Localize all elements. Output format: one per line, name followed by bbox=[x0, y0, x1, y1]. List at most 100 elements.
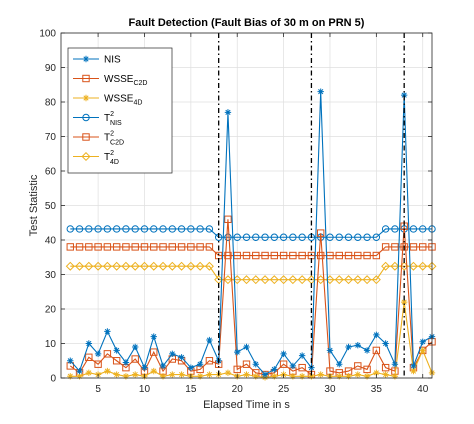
data-point bbox=[224, 215, 232, 224]
data-point bbox=[140, 243, 149, 251]
data-point bbox=[103, 225, 112, 233]
data-point bbox=[167, 261, 177, 271]
data-point bbox=[94, 350, 102, 358]
legend-box bbox=[67, 47, 173, 174]
data-point bbox=[159, 243, 167, 251]
data-point bbox=[271, 366, 278, 373]
y-tick-label: 80 bbox=[45, 98, 57, 109]
data-point bbox=[150, 367, 157, 375]
data-point bbox=[419, 243, 427, 251]
data-point bbox=[408, 261, 418, 271]
data-point bbox=[326, 233, 334, 241]
data-point bbox=[298, 251, 306, 260]
data-point bbox=[419, 347, 426, 354]
data-point bbox=[196, 373, 204, 380]
data-point bbox=[243, 343, 250, 351]
data-point bbox=[75, 243, 84, 251]
series-line bbox=[70, 302, 433, 378]
data-point bbox=[177, 225, 186, 233]
x-axis-label: Elapsed Time in s bbox=[203, 399, 290, 411]
y-axis-label: Test Statistic bbox=[28, 174, 40, 236]
data-point bbox=[372, 251, 381, 260]
x-tick-label: 20 bbox=[232, 384, 244, 395]
data-point bbox=[196, 361, 204, 368]
data-point bbox=[178, 371, 185, 378]
data-point bbox=[372, 346, 381, 355]
data-point bbox=[354, 362, 362, 370]
data-point bbox=[139, 261, 149, 271]
data-point bbox=[381, 243, 390, 251]
y-tick-label: 10 bbox=[45, 339, 57, 350]
data-point bbox=[410, 362, 417, 370]
data-point bbox=[335, 233, 343, 241]
data-point bbox=[261, 371, 269, 378]
data-point bbox=[159, 225, 167, 233]
data-point bbox=[297, 275, 307, 285]
x-tick-label: 30 bbox=[324, 384, 336, 395]
x-tick-label: 25 bbox=[278, 384, 290, 395]
legend-label: T2 4D bbox=[104, 150, 119, 166]
data-point bbox=[288, 275, 298, 285]
data-point bbox=[334, 275, 344, 285]
y-tick-label: 70 bbox=[45, 132, 57, 143]
y-tick-label: 40 bbox=[45, 236, 57, 247]
data-point bbox=[67, 373, 74, 380]
series-line bbox=[70, 228, 432, 238]
data-point bbox=[104, 328, 111, 335]
data-point bbox=[122, 373, 130, 380]
data-point bbox=[150, 243, 158, 251]
data-point bbox=[112, 357, 121, 365]
data-point bbox=[289, 373, 297, 380]
data-point bbox=[76, 373, 83, 380]
data-point bbox=[158, 261, 168, 271]
data-point bbox=[289, 233, 297, 241]
data-point bbox=[372, 233, 381, 241]
data-point bbox=[298, 363, 306, 372]
series-line bbox=[69, 219, 433, 376]
data-point bbox=[289, 362, 297, 370]
data-point bbox=[270, 233, 279, 241]
data-point bbox=[224, 109, 232, 116]
data-point bbox=[344, 275, 354, 285]
data-point bbox=[371, 275, 381, 285]
y-tick-label: 30 bbox=[45, 270, 57, 281]
data-point bbox=[112, 261, 122, 271]
data-point bbox=[66, 243, 74, 251]
legend-entry: WSSEC2D bbox=[73, 74, 147, 87]
x-tick-label: 10 bbox=[139, 384, 151, 395]
data-point bbox=[279, 251, 288, 260]
data-point bbox=[85, 353, 93, 362]
data-point bbox=[187, 243, 195, 251]
legend-marker bbox=[82, 133, 90, 141]
data-point bbox=[196, 225, 204, 233]
data-point bbox=[243, 371, 250, 378]
data-point bbox=[298, 233, 306, 241]
legend-label: T2 NIS bbox=[104, 111, 122, 127]
data-point bbox=[252, 361, 259, 368]
data-point bbox=[336, 361, 343, 368]
data-point bbox=[186, 261, 196, 271]
legend-marker bbox=[81, 151, 91, 162]
data-point bbox=[85, 369, 93, 377]
data-point bbox=[381, 225, 390, 233]
data-point bbox=[391, 243, 399, 251]
axis-ticks: 5 10 15 20 25 30 35 40 0 10 20 30 40 50 60 70 80 90 100 bbox=[39, 29, 432, 395]
data-point bbox=[234, 348, 241, 356]
data-point bbox=[103, 350, 112, 358]
data-point bbox=[353, 275, 363, 285]
data-point bbox=[279, 275, 289, 285]
data-point bbox=[363, 365, 371, 374]
data-point bbox=[260, 275, 270, 285]
data-point bbox=[344, 233, 353, 241]
data-point bbox=[132, 371, 139, 378]
data-point bbox=[130, 261, 140, 271]
data-point bbox=[363, 233, 371, 241]
data-point bbox=[187, 364, 195, 371]
legend-label: NIS bbox=[104, 55, 121, 66]
data-point bbox=[168, 243, 177, 251]
data-point bbox=[419, 225, 427, 233]
y-tick-label: 90 bbox=[45, 63, 57, 74]
data-point bbox=[113, 371, 120, 378]
legend-entry: NIS bbox=[73, 55, 121, 66]
